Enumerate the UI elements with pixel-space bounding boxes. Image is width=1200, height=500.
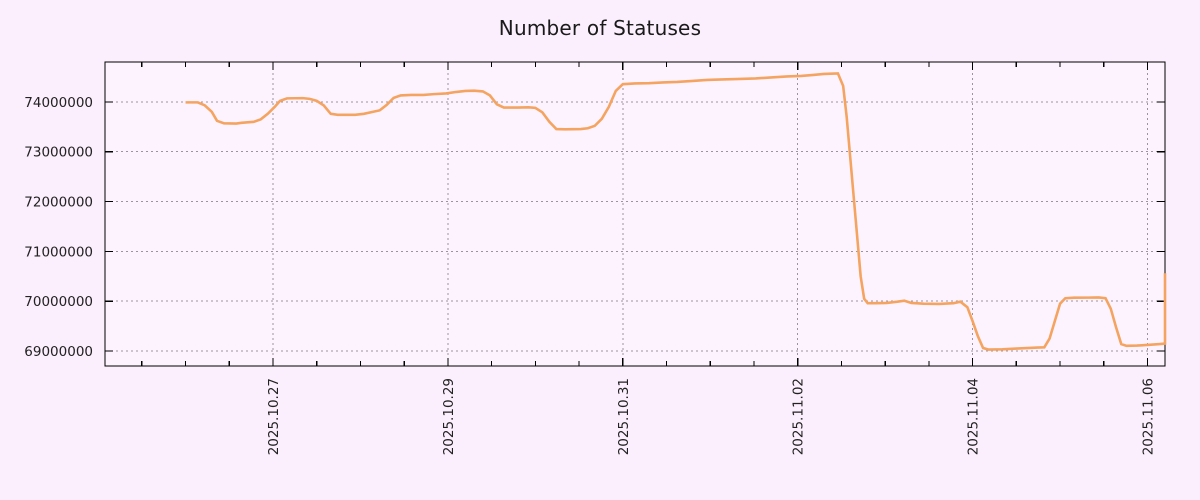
y-axis-ticks	[105, 101, 1165, 352]
x-tick-label: 2025.10.29	[441, 378, 457, 455]
x-tick-label: 2025.11.04	[966, 378, 982, 455]
y-tick-label: 72000000	[24, 195, 93, 211]
y-tick-label: 73000000	[24, 145, 93, 161]
y-tick-label: 70000000	[24, 294, 93, 310]
series-line-number-of-statuses	[185, 72, 1167, 351]
x-tick-label: 2025.11.06	[1141, 378, 1157, 455]
minor-tick-marks	[141, 62, 1105, 366]
x-axis-tick-labels: 2025.10.27 2025.10.29 2025.10.31 2025.11.02…	[266, 378, 1157, 455]
plot-background	[105, 62, 1165, 366]
x-tick-label: 2025.10.27	[266, 378, 282, 455]
y-tick-label: 69000000	[24, 344, 93, 360]
x-axis-ticks	[272, 62, 1149, 366]
y-axis-tick-labels: 69000000 70000000 71000000 72000000 73000000…	[24, 95, 93, 360]
x-tick-label: 2025.10.31	[616, 378, 632, 455]
y-tick-label: 74000000	[24, 95, 93, 111]
plot-frame	[104, 61, 1166, 367]
x-tick-label: 2025.11.02	[791, 378, 807, 455]
gridlines	[106, 63, 1164, 365]
chart-title: Number of Statuses	[498, 16, 702, 40]
y-tick-label: 71000000	[24, 244, 93, 260]
